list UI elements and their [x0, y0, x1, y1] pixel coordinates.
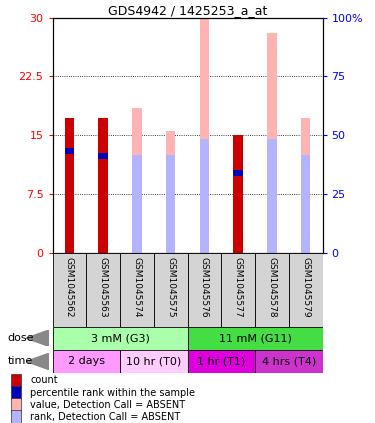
Bar: [86, 253, 120, 327]
Text: 3 mM (G3): 3 mM (G3): [91, 333, 149, 343]
Bar: [188, 327, 322, 350]
Bar: [188, 350, 255, 373]
Text: 11 mM (G11): 11 mM (G11): [219, 333, 291, 343]
Bar: [98, 118, 108, 253]
Text: GSM1045574: GSM1045574: [132, 257, 141, 318]
Bar: [53, 327, 188, 350]
Bar: [11, 410, 21, 423]
Bar: [120, 253, 154, 327]
Text: GSM1045576: GSM1045576: [200, 257, 209, 318]
Text: dose: dose: [8, 333, 34, 343]
Bar: [289, 253, 322, 327]
Text: GSM1045578: GSM1045578: [267, 257, 276, 318]
Bar: [267, 139, 277, 253]
Bar: [200, 18, 209, 253]
Bar: [64, 118, 74, 253]
Text: GSM1045563: GSM1045563: [99, 257, 108, 318]
Polygon shape: [26, 353, 49, 370]
Bar: [255, 350, 322, 373]
Bar: [11, 374, 21, 387]
Polygon shape: [26, 330, 49, 346]
Bar: [301, 118, 310, 253]
Bar: [301, 155, 310, 253]
Bar: [64, 148, 74, 154]
Bar: [221, 253, 255, 327]
Bar: [53, 253, 86, 327]
Text: 1 hr (T1): 1 hr (T1): [197, 357, 245, 366]
Bar: [11, 398, 21, 412]
Bar: [132, 108, 142, 253]
Bar: [53, 350, 120, 373]
Text: GSM1045577: GSM1045577: [234, 257, 243, 318]
Text: GSM1045579: GSM1045579: [301, 257, 310, 318]
Bar: [255, 253, 289, 327]
Text: count: count: [30, 376, 58, 385]
Text: 10 hr (T0): 10 hr (T0): [126, 357, 182, 366]
Text: GSM1045562: GSM1045562: [65, 257, 74, 318]
Bar: [154, 253, 188, 327]
Text: value, Detection Call = ABSENT: value, Detection Call = ABSENT: [30, 400, 185, 410]
Text: rank, Detection Call = ABSENT: rank, Detection Call = ABSENT: [30, 412, 180, 422]
Bar: [120, 350, 188, 373]
Title: GDS4942 / 1425253_a_at: GDS4942 / 1425253_a_at: [108, 4, 267, 16]
Text: 4 hrs (T4): 4 hrs (T4): [262, 357, 316, 366]
Text: time: time: [8, 357, 33, 366]
Bar: [11, 386, 21, 399]
Bar: [98, 153, 108, 159]
Bar: [132, 155, 142, 253]
Bar: [166, 155, 176, 253]
Text: 2 days: 2 days: [68, 357, 105, 366]
Bar: [188, 253, 221, 327]
Bar: [200, 139, 209, 253]
Bar: [267, 33, 277, 253]
Bar: [233, 170, 243, 176]
Text: percentile rank within the sample: percentile rank within the sample: [30, 387, 195, 398]
Bar: [166, 131, 176, 253]
Bar: [233, 135, 243, 253]
Text: GSM1045575: GSM1045575: [166, 257, 175, 318]
